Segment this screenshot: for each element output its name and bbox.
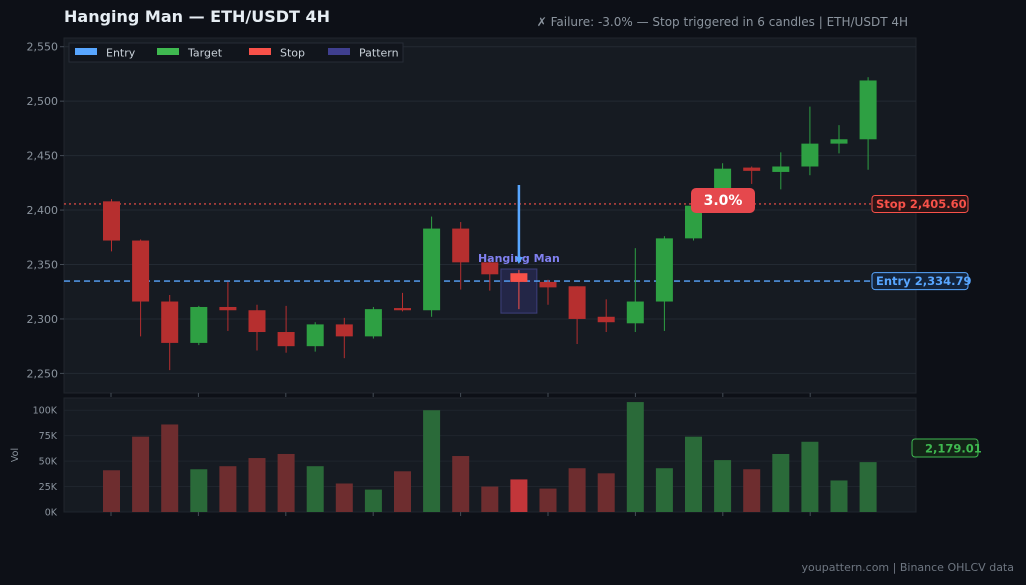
entry-tag-label: Entry 2,334.79 bbox=[876, 274, 971, 288]
volume-bar bbox=[655, 468, 673, 512]
legend-swatch bbox=[157, 48, 179, 55]
chart-title: Hanging Man — ETH/USDT 4H bbox=[64, 7, 331, 26]
entry-tag bbox=[871, 272, 969, 291]
volume-axis-label: Vol bbox=[10, 448, 21, 462]
y-tick-label: 2,550 bbox=[27, 41, 59, 54]
stop-tag-label: Stop 2,405.60 bbox=[876, 197, 967, 211]
legend-swatch bbox=[249, 48, 271, 55]
volume-bar bbox=[364, 489, 382, 512]
volume-bar bbox=[568, 468, 586, 512]
y-tick-label: 2,400 bbox=[27, 204, 59, 217]
volume-bar bbox=[423, 410, 441, 512]
candle-body bbox=[481, 262, 499, 275]
volume-bar bbox=[714, 460, 732, 512]
legend bbox=[68, 42, 404, 63]
candle-body bbox=[335, 324, 353, 337]
candle-body bbox=[219, 306, 237, 311]
candle-body bbox=[190, 306, 208, 343]
volume-bar bbox=[190, 469, 208, 512]
volume-bar bbox=[539, 488, 557, 512]
volume-bar bbox=[335, 483, 353, 512]
volume-bar bbox=[772, 453, 790, 512]
volume-bar bbox=[597, 473, 615, 512]
candle-body bbox=[161, 301, 179, 343]
volume-tick-label: 0K bbox=[45, 508, 58, 519]
candle-body bbox=[772, 166, 790, 172]
legend-entry: Stop bbox=[280, 47, 305, 60]
legend-swatch bbox=[75, 48, 97, 55]
volume-tick-label: 100K bbox=[33, 406, 58, 417]
volume-bar bbox=[859, 462, 877, 512]
candle-body bbox=[685, 205, 702, 239]
stop-tag-value: 2,405.60 bbox=[910, 197, 967, 211]
data-credit: youpattern.com | Binance OHLCV data bbox=[801, 561, 1014, 574]
candle-body bbox=[364, 309, 382, 337]
entry-tag-title: Entry bbox=[876, 274, 915, 288]
candle-body bbox=[277, 332, 295, 347]
entry-tag-value: 2,334.79 bbox=[915, 274, 972, 288]
legend-swatch bbox=[328, 48, 350, 55]
candle-body bbox=[394, 308, 411, 311]
volume-bar bbox=[277, 453, 295, 512]
legend-entry: Pattern bbox=[359, 47, 399, 60]
candle-body bbox=[801, 143, 819, 167]
volume-bar bbox=[132, 436, 150, 512]
candle-body bbox=[568, 286, 586, 319]
candle-body bbox=[597, 316, 615, 323]
stop-tag bbox=[871, 194, 969, 213]
volume-bar bbox=[306, 466, 324, 512]
candle-body bbox=[423, 228, 441, 311]
candle-body bbox=[859, 80, 877, 140]
percent-badge-label: 3.0% bbox=[704, 193, 743, 209]
target-tag-value: 2,179.01 bbox=[925, 442, 982, 456]
result-status: ✗ Failure: -3.0% — Stop triggered in 6 c… bbox=[536, 15, 908, 29]
volume-tick-label: 50K bbox=[39, 457, 58, 468]
candle-body bbox=[248, 310, 266, 333]
entry-arrow-head bbox=[514, 256, 523, 264]
candle-body bbox=[306, 324, 324, 347]
y-tick-label: 2,300 bbox=[27, 313, 59, 326]
volume-bar bbox=[510, 479, 528, 512]
volume-bar bbox=[743, 469, 761, 512]
volume-tick-label: 75K bbox=[39, 431, 58, 442]
candle-body bbox=[132, 240, 150, 302]
volume-bar bbox=[626, 402, 644, 512]
candle-body bbox=[103, 201, 120, 241]
legend-entry: Target bbox=[187, 47, 223, 60]
volume-bar bbox=[103, 470, 120, 512]
percent-badge bbox=[691, 188, 755, 213]
y-tick-label: 2,500 bbox=[27, 95, 59, 108]
y-tick-label: 2,350 bbox=[27, 259, 59, 272]
candle-body bbox=[510, 273, 528, 282]
legend-entry: Entry bbox=[106, 47, 136, 60]
volume-bar bbox=[685, 436, 702, 512]
volume-bar bbox=[394, 471, 411, 512]
y-tick-label: 2,450 bbox=[27, 150, 59, 163]
volume-bar bbox=[161, 424, 179, 512]
volume-tick-label: 25K bbox=[39, 482, 58, 493]
volume-bar bbox=[452, 456, 470, 512]
volume-bar bbox=[248, 458, 266, 512]
volume-bar bbox=[481, 486, 499, 512]
volume-bar bbox=[801, 441, 819, 512]
candle-body bbox=[539, 281, 557, 288]
candle-body bbox=[830, 139, 848, 144]
volume-bar bbox=[830, 480, 848, 512]
y-tick-label: 2,250 bbox=[27, 367, 59, 380]
stop-tag-title: Stop bbox=[876, 197, 910, 211]
candle-body bbox=[743, 167, 761, 171]
volume-bar bbox=[219, 466, 237, 512]
candle-body bbox=[452, 228, 470, 263]
target-tag bbox=[911, 438, 979, 458]
candle-body bbox=[655, 238, 673, 302]
candle-body bbox=[626, 301, 644, 324]
